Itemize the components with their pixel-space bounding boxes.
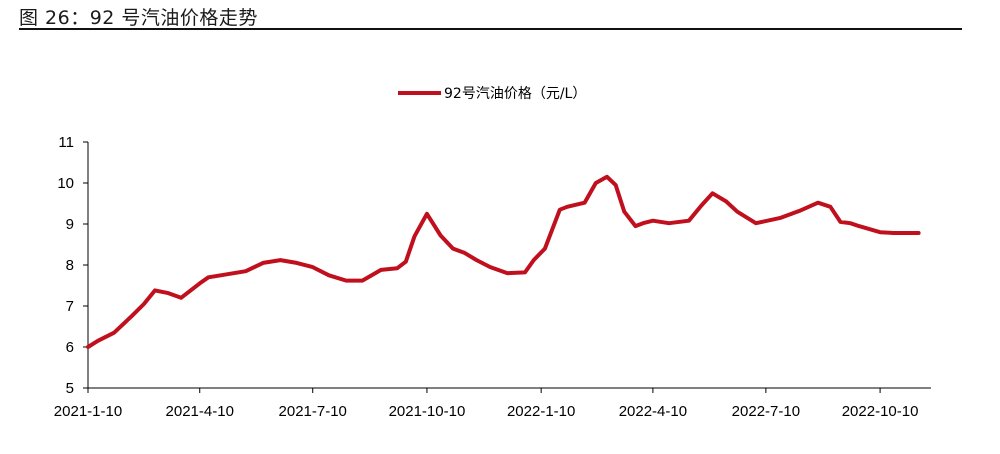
data-point xyxy=(129,314,134,318)
data-point xyxy=(857,224,861,228)
data-point xyxy=(475,258,479,262)
data-point xyxy=(96,339,100,343)
figure-title: 图 26：92 号汽油价格走势 xyxy=(19,7,258,29)
y-tick-labels: 5 6 7 8 9 10 11 xyxy=(57,134,74,397)
data-point xyxy=(506,271,510,275)
x-tick-label: 2022-10-10 xyxy=(842,403,919,420)
data-point xyxy=(667,221,671,225)
data-point xyxy=(583,201,587,205)
data-point xyxy=(848,221,852,225)
data-point xyxy=(86,345,90,349)
data-point xyxy=(395,266,399,270)
x-tick-label: 2021-1-10 xyxy=(54,403,122,420)
data-point xyxy=(905,231,910,235)
y-tick-label: 5 xyxy=(66,380,74,397)
y-tick-label: 11 xyxy=(58,134,74,151)
data-point xyxy=(261,261,265,265)
data-point xyxy=(165,291,170,295)
data-point xyxy=(594,181,598,185)
data-point xyxy=(278,258,282,262)
x-tick-label: 2022-7-10 xyxy=(732,403,800,420)
series-line xyxy=(86,174,921,349)
legend-label-series-1: 92号汽油价格（元/L） xyxy=(444,86,586,102)
data-point xyxy=(651,219,655,223)
x-tick-label: 2022-1-10 xyxy=(507,403,575,420)
data-point xyxy=(462,251,466,255)
data-point xyxy=(344,279,348,283)
data-point xyxy=(425,212,429,216)
data-point xyxy=(142,302,146,306)
data-point xyxy=(754,221,758,225)
data-point xyxy=(622,210,626,214)
data-point xyxy=(605,175,609,179)
data-point xyxy=(878,230,882,234)
chart-axes xyxy=(83,141,931,393)
data-point xyxy=(412,234,417,238)
data-point xyxy=(816,201,820,205)
x-tick-label: 2021-10-10 xyxy=(389,403,466,420)
data-point xyxy=(206,275,210,279)
data-point xyxy=(295,261,299,265)
data-point xyxy=(179,296,183,300)
x-tick-label: 2021-4-10 xyxy=(166,403,234,420)
data-point xyxy=(311,265,315,269)
title-divider xyxy=(19,28,962,30)
data-point xyxy=(532,258,536,262)
data-point xyxy=(641,221,645,225)
data-point xyxy=(892,231,896,235)
data-point xyxy=(710,191,715,195)
data-point xyxy=(724,199,728,203)
data-point xyxy=(917,231,921,235)
data-point xyxy=(558,208,562,212)
data-point xyxy=(543,247,547,251)
x-tick-label: 2022-4-10 xyxy=(619,403,687,420)
data-point xyxy=(699,204,703,208)
data-point xyxy=(112,331,116,335)
data-point xyxy=(219,273,223,277)
data-point xyxy=(451,247,455,251)
y-tick-label: 7 xyxy=(66,298,74,315)
data-point xyxy=(244,269,248,273)
x-tick-labels: 2021-1-10 2021-4-10 2021-7-10 2021-10-10 202… xyxy=(54,403,919,420)
data-point xyxy=(565,205,569,209)
series-layer xyxy=(86,174,921,349)
chart-legend: 92号汽油价格（元/L） xyxy=(398,86,586,102)
data-point xyxy=(838,220,843,224)
data-point xyxy=(488,265,492,269)
data-point xyxy=(614,183,618,187)
data-point xyxy=(523,270,527,274)
y-tick-label: 6 xyxy=(66,339,74,356)
data-point xyxy=(198,281,202,285)
y-tick-label: 8 xyxy=(66,257,74,274)
data-point xyxy=(633,224,638,228)
y-tick-label: 10 xyxy=(57,175,74,192)
y-tick-label: 9 xyxy=(66,216,74,233)
data-point xyxy=(828,205,833,209)
data-point xyxy=(797,209,802,213)
data-point xyxy=(327,273,331,277)
data-point xyxy=(153,288,157,292)
data-point xyxy=(404,260,408,264)
data-point xyxy=(779,216,783,220)
data-point xyxy=(379,268,383,272)
x-tick-label: 2021-7-10 xyxy=(279,403,347,420)
data-point xyxy=(735,210,739,214)
data-point xyxy=(439,233,443,238)
data-point xyxy=(360,279,364,283)
data-point xyxy=(687,219,691,223)
